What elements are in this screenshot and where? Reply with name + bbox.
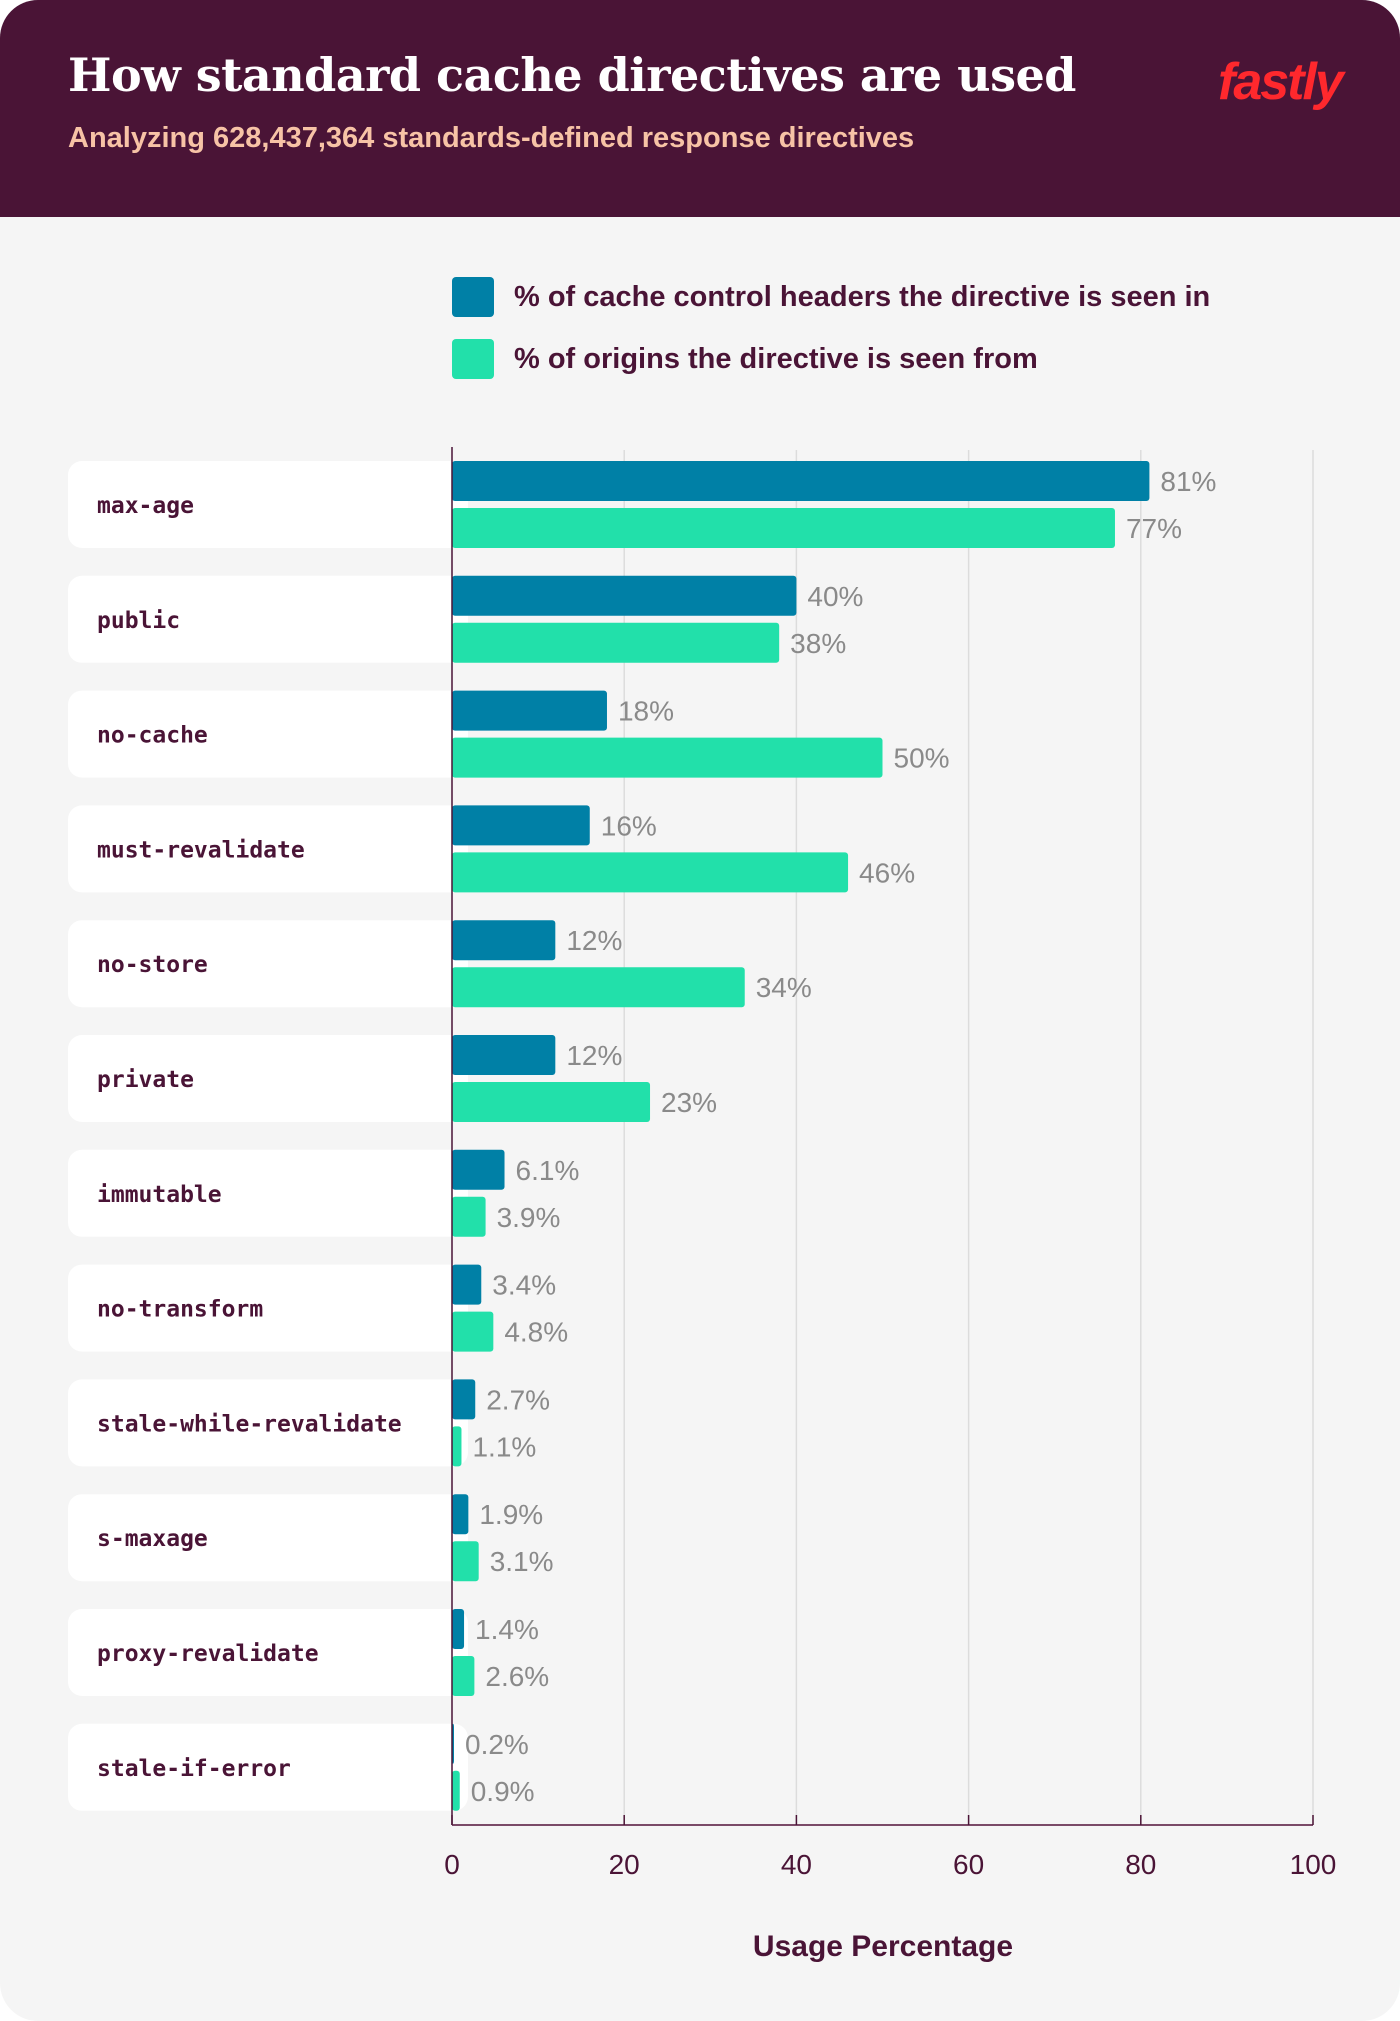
value-label: 2.6% bbox=[485, 1661, 549, 1692]
bar-origins bbox=[452, 1541, 479, 1582]
bar-origins bbox=[452, 967, 745, 1008]
bar-origins bbox=[452, 1656, 475, 1696]
legend-swatch-origins bbox=[452, 339, 494, 379]
category-label: no-store bbox=[97, 952, 208, 978]
x-tick-label: 20 bbox=[609, 1849, 640, 1880]
category-label: no-cache bbox=[97, 723, 208, 749]
row-label-box bbox=[68, 1149, 468, 1237]
x-axis-title: Usage Percentage bbox=[753, 1930, 1013, 1963]
category-label: public bbox=[97, 608, 180, 634]
row-label-box bbox=[68, 805, 468, 893]
value-label: 4.8% bbox=[504, 1317, 568, 1348]
value-label: 16% bbox=[601, 810, 657, 841]
bar-origins bbox=[452, 1311, 494, 1352]
value-label: 23% bbox=[661, 1087, 717, 1118]
value-label: 77% bbox=[1126, 513, 1182, 544]
category-label: max-age bbox=[97, 493, 194, 519]
legend-label-headers: % of cache control headers the directive… bbox=[514, 280, 1211, 313]
row-label-box bbox=[68, 1379, 468, 1467]
row-label-box bbox=[68, 1723, 468, 1811]
x-tick-label: 40 bbox=[781, 1849, 812, 1880]
legend-item-headers: % of cache control headers the directive… bbox=[452, 276, 1210, 318]
bar-headers bbox=[452, 1379, 476, 1420]
bar-headers bbox=[452, 575, 797, 616]
category-label: stale-while-revalidate bbox=[97, 1411, 402, 1437]
bar-origins bbox=[452, 1770, 460, 1811]
row-label-box bbox=[68, 1264, 468, 1352]
value-label: 46% bbox=[859, 857, 915, 888]
x-tick-label: 0 bbox=[444, 1849, 460, 1880]
category-label: proxy-revalidate bbox=[97, 1641, 319, 1667]
legend-item-origins: % of origins the directive is seen from bbox=[452, 338, 1038, 380]
bar-headers bbox=[452, 461, 1150, 501]
bar-headers bbox=[452, 1149, 505, 1190]
x-tick-label: 80 bbox=[1125, 1849, 1156, 1880]
value-label: 6.1% bbox=[516, 1155, 580, 1186]
bar-headers bbox=[452, 920, 556, 961]
value-label: 3.4% bbox=[492, 1270, 556, 1301]
legend-label-origins: % of origins the directive is seen from bbox=[514, 342, 1038, 375]
bar-origins bbox=[452, 1082, 651, 1122]
row-label-box bbox=[68, 1494, 468, 1582]
value-label: 2.7% bbox=[486, 1384, 550, 1415]
row-label-box bbox=[68, 690, 468, 778]
legend-swatch-headers bbox=[452, 277, 494, 317]
bar-origins bbox=[452, 852, 849, 893]
category-label: s-maxage bbox=[97, 1526, 208, 1552]
value-label: 1.9% bbox=[479, 1499, 543, 1530]
value-label: 3.1% bbox=[490, 1546, 554, 1577]
x-tick-label: 60 bbox=[953, 1849, 984, 1880]
row-label-box bbox=[68, 461, 468, 548]
value-label: 0.2% bbox=[465, 1729, 529, 1760]
bar-origins bbox=[452, 1196, 486, 1237]
value-label: 34% bbox=[756, 972, 812, 1003]
value-label: 1.1% bbox=[472, 1431, 536, 1462]
value-label: 38% bbox=[790, 628, 846, 659]
value-label: 1.4% bbox=[475, 1614, 539, 1645]
fastly-logo: fastly bbox=[1218, 53, 1344, 111]
header: How standard cache directives are used A… bbox=[0, 0, 1400, 217]
category-label: stale-if-error bbox=[97, 1756, 291, 1782]
bar-headers bbox=[452, 1264, 482, 1305]
bar-headers bbox=[452, 1609, 465, 1649]
category-label: private bbox=[97, 1067, 194, 1093]
value-label: 18% bbox=[618, 696, 674, 727]
bar-headers bbox=[452, 1494, 469, 1535]
page-subtitle: Analyzing 628,437,364 standards-defined … bbox=[68, 122, 915, 154]
bar-origins bbox=[452, 1426, 462, 1467]
row-label-box bbox=[68, 920, 468, 1008]
bar-headers bbox=[452, 1035, 556, 1075]
bar-origins bbox=[452, 622, 780, 663]
value-label: 0.9% bbox=[471, 1776, 535, 1807]
bar-headers bbox=[452, 690, 607, 731]
category-label: no-transform bbox=[97, 1297, 263, 1323]
row-label-box bbox=[68, 575, 468, 663]
value-label: 81% bbox=[1160, 466, 1216, 497]
value-label: 3.9% bbox=[497, 1202, 561, 1233]
value-label: 50% bbox=[894, 743, 950, 774]
page-title: How standard cache directives are used bbox=[68, 48, 1076, 102]
bar-origins bbox=[452, 737, 883, 778]
category-label: immutable bbox=[97, 1182, 222, 1208]
row-label-box bbox=[68, 1609, 468, 1696]
value-label: 12% bbox=[566, 1040, 622, 1071]
bar-headers bbox=[452, 805, 590, 846]
category-label: must-revalidate bbox=[97, 837, 305, 863]
row-label-box bbox=[68, 1035, 468, 1122]
bar-origins bbox=[452, 508, 1115, 548]
value-label: 40% bbox=[807, 581, 863, 612]
value-label: 12% bbox=[566, 925, 622, 956]
x-tick-label: 100 bbox=[1290, 1849, 1337, 1880]
